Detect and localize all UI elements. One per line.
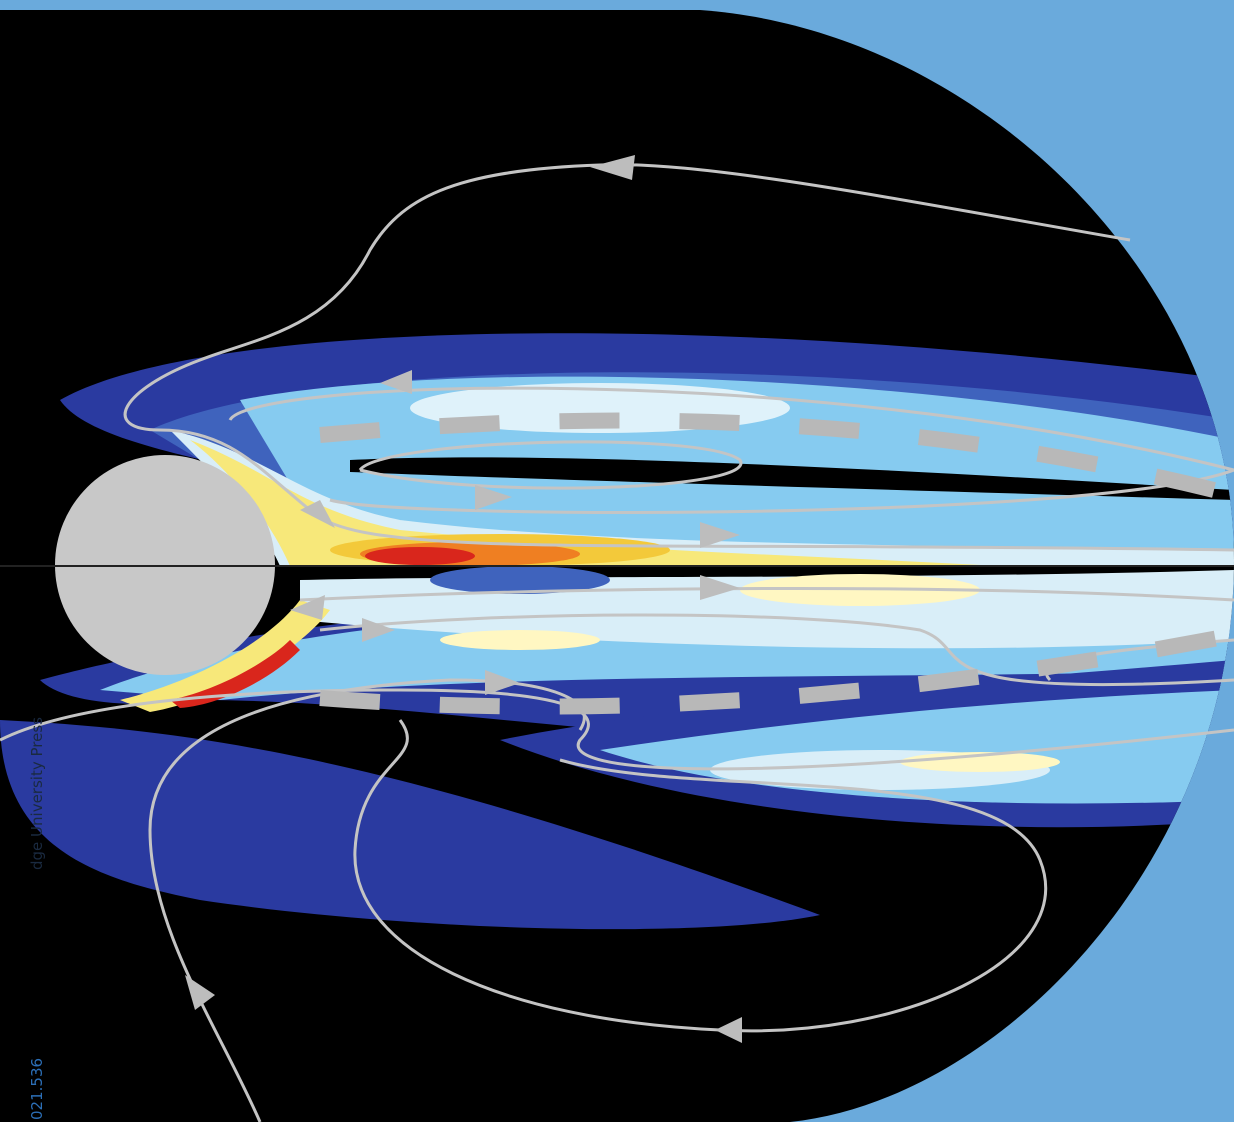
publisher-text: dge University Press [28,717,46,870]
arrows [185,155,742,1043]
side-text: 021.536 dge University Press [28,717,46,1120]
dashed-lines [319,412,1234,715]
streamlines [0,163,1234,1122]
doi-text: 021.536 [28,1058,46,1120]
